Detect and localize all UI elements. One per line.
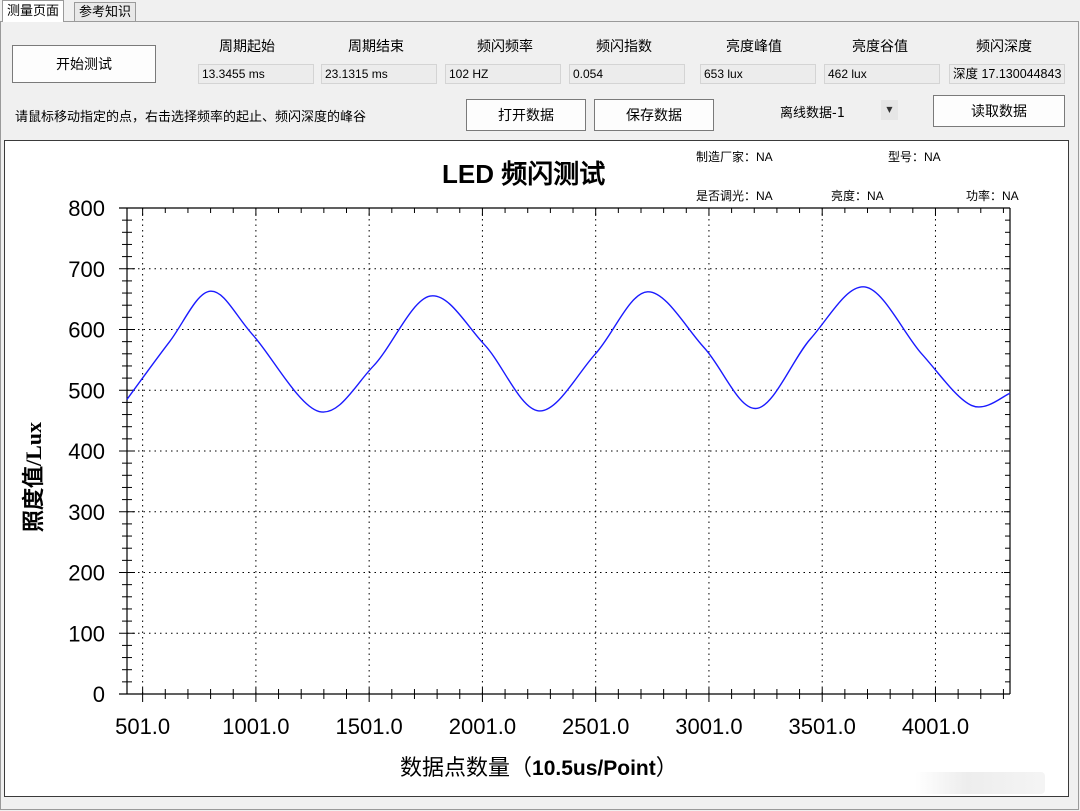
y-axis-ticks: 0 100 200 300 400 500 600 700 800 — [68, 196, 1010, 707]
dimming-label: 是否调光： — [696, 189, 757, 203]
model-label: 型号： — [888, 150, 925, 164]
field-label-flicker-depth: 频闪深度 — [976, 39, 1032, 55]
brightness-peak-field[interactable]: 653 lux — [700, 64, 816, 84]
dimming-value: NA — [756, 189, 773, 203]
tab-reference[interactable]: 参考知识 — [74, 2, 137, 21]
watermark — [915, 772, 1045, 794]
y-tick-label: 700 — [68, 257, 105, 282]
model-value: NA — [924, 150, 941, 164]
y-tick-label: 100 — [68, 621, 105, 646]
x-axis-label: 数据点数量（10.5us/Point） — [400, 750, 678, 782]
x-tick-label: 1501.0 — [336, 714, 403, 739]
read-data-button[interactable]: 读取数据 — [933, 95, 1065, 127]
offline-data-select[interactable]: 离线数据-1 — [780, 106, 845, 121]
brightness-valley-field[interactable]: 462 lux — [824, 64, 940, 84]
start-test-button[interactable]: 开始测试 — [12, 45, 156, 83]
grid-lines — [127, 208, 1010, 694]
x-axis-ticks: 501.0 1001.0 1501.0 2001.0 2501.0 3001.0 3501.… — [115, 208, 1004, 739]
y-tick-label: 600 — [68, 318, 105, 343]
manufacturer-value: NA — [756, 150, 773, 164]
open-data-button[interactable]: 打开数据 — [466, 99, 586, 131]
x-tick-label: 501.0 — [115, 714, 170, 739]
tab-measurement[interactable]: 测量页面 — [2, 0, 65, 22]
model-info: 型号：NA — [888, 148, 941, 165]
y-tick-label: 300 — [68, 500, 105, 525]
x-axis-label-unit: 10.5us/Point — [532, 757, 656, 780]
y-tick-label: 0 — [93, 682, 105, 707]
chart-panel[interactable] — [4, 140, 1069, 797]
x-tick-label: 1001.0 — [222, 714, 289, 739]
manufacturer-info: 制造厂家：NA — [696, 148, 773, 165]
brightness-value: NA — [867, 189, 884, 203]
x-tick-label: 2501.0 — [562, 714, 629, 739]
save-data-button[interactable]: 保存数据 — [594, 99, 714, 131]
field-label-period-end: 周期结束 — [348, 39, 404, 55]
x-tick-label: 3001.0 — [675, 714, 742, 739]
power-info: 功率：NA — [966, 187, 1019, 204]
field-label-flicker-index: 频闪指数 — [596, 39, 652, 55]
instruction-hint: 请鼠标移动指定的点，右击选择频率的起止、频闪深度的峰谷 — [15, 110, 367, 125]
period-end-field[interactable]: 23.1315 ms — [321, 64, 437, 84]
period-start-field[interactable]: 13.3455 ms — [198, 64, 314, 84]
brightness-info: 亮度：NA — [831, 187, 884, 204]
x-tick-label: 3501.0 — [789, 714, 856, 739]
flicker-index-field[interactable]: 0.054 — [569, 64, 685, 84]
power-label: 功率： — [966, 189, 1003, 203]
illuminance-series-line — [126, 286, 1011, 413]
y-tick-label: 200 — [68, 561, 105, 586]
field-label-brightness-valley: 亮度谷值 — [852, 39, 908, 55]
x-axis-label-suffix: ） — [655, 755, 678, 780]
dimming-info: 是否调光：NA — [696, 187, 773, 204]
y-tick-label: 400 — [68, 439, 105, 464]
x-tick-label: 4001.0 — [902, 714, 969, 739]
y-axis-label: 照度值/Lux — [21, 421, 46, 532]
power-value: NA — [1002, 189, 1019, 203]
field-label-period-start: 周期起始 — [219, 39, 275, 55]
tab-strip: 测量页面 参考知识 — [0, 0, 1080, 22]
chart-title: LED 频闪测试 — [442, 159, 606, 189]
y-tick-label: 800 — [68, 196, 105, 221]
field-label-flicker-frequency: 频闪频率 — [477, 39, 533, 55]
flicker-depth-field[interactable]: 深度 17.130044843 — [949, 64, 1065, 84]
x-axis-label-prefix: 数据点数量（ — [400, 755, 533, 780]
x-tick-label: 2001.0 — [449, 714, 516, 739]
manufacturer-label: 制造厂家： — [696, 150, 757, 164]
flicker-frequency-field[interactable]: 102 HZ — [445, 64, 561, 84]
field-label-brightness-peak: 亮度峰值 — [726, 39, 782, 55]
dropdown-arrow-icon[interactable]: ▼ — [881, 100, 898, 120]
y-tick-label: 500 — [68, 378, 105, 403]
brightness-label: 亮度： — [831, 189, 868, 203]
